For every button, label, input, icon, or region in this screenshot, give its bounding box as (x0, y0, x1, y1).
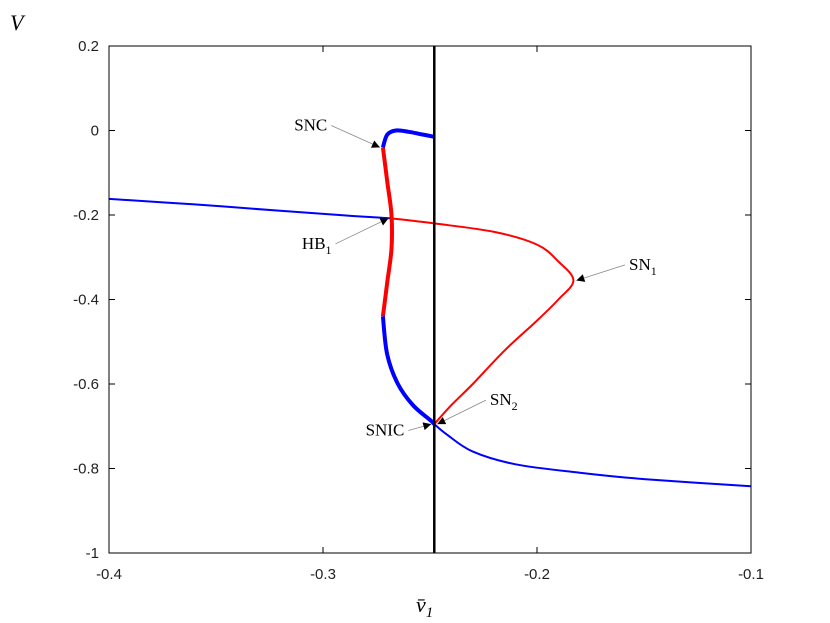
x-axis-label-main: v̄ (416, 592, 426, 617)
y-tick-label: -0.6 (73, 376, 99, 393)
series-line-5 (380, 316, 436, 426)
annotation-arrow (437, 399, 487, 425)
series-line-4 (380, 147, 395, 317)
series-line-2 (391, 217, 575, 425)
annotation-arrow (408, 422, 432, 431)
series-line-1 (108, 197, 392, 220)
y-tick-label: 0 (91, 123, 99, 140)
x-axis-label: v̄1 (416, 592, 433, 621)
annotation-arrow (576, 264, 626, 282)
x-tick-label: -0.2 (524, 566, 550, 583)
y-tick-label: -0.2 (73, 207, 99, 224)
x-tick-label: -0.4 (96, 566, 122, 583)
annotation-label: SN2 (490, 390, 518, 413)
y-axis-label: V (10, 10, 26, 35)
y-tick-label: -0.4 (73, 292, 99, 309)
x-axis-label-sub: 1 (426, 605, 434, 621)
y-tick-label: 0.2 (78, 38, 99, 55)
x-tick-label: -0.3 (310, 566, 336, 583)
annotation-label: HB1 (302, 234, 332, 257)
annotation-arrow (331, 125, 381, 148)
x-tick-label: -0.1 (738, 566, 764, 583)
annotation-label: SNIC (366, 421, 405, 440)
series-line-3 (433, 423, 752, 488)
y-tick-label: -1 (86, 545, 99, 562)
annotation-label: SNC (294, 116, 327, 135)
plot-frame (108, 45, 752, 554)
annotations-layer: SNC HB1 SN1 SN2 SNIC (294, 116, 657, 440)
y-tick-label: -0.8 (73, 461, 99, 478)
annotation-arrow (335, 218, 389, 245)
annotation-label: SN1 (629, 255, 657, 278)
curves-layer (108, 128, 752, 488)
ticks-layer: -0.4 -0.3 -0.2 -0.1 0.2 0 -0.2 -0.4 -0.6 -0.8 -1 (73, 38, 764, 583)
series-line-6 (380, 128, 435, 149)
